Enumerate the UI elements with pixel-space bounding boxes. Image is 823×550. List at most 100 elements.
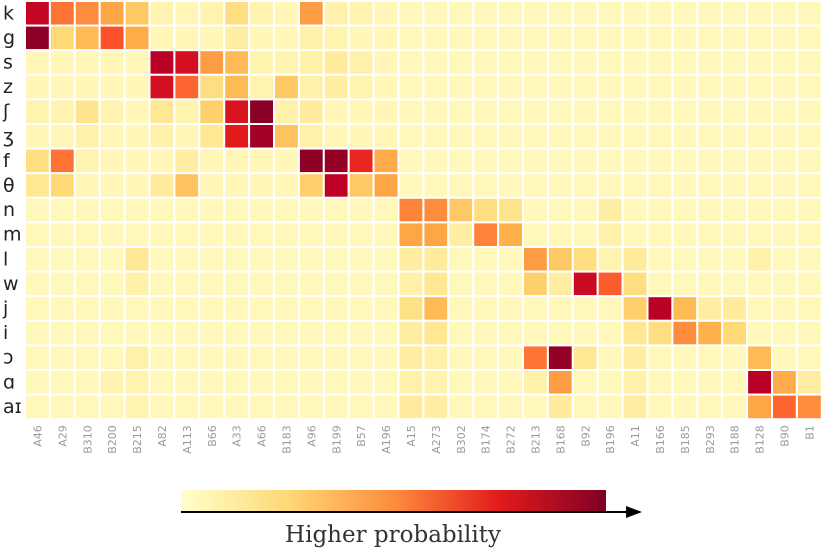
heatmap-cell-ɑ-B92	[571, 369, 599, 396]
heatmap-cell-g-B302	[447, 24, 475, 52]
heatmap-cell-ɔ-B272	[497, 344, 525, 371]
heatmap-cell-m-A273	[422, 221, 450, 248]
heatmap-cell-ɔ-B66	[198, 344, 226, 371]
heatmap-cell-ʃ-A33	[223, 98, 251, 126]
heatmap-cell-k-B272	[497, 0, 525, 27]
heatmap-cell-l-B168	[546, 246, 574, 273]
heatmap-cell-z-B90	[771, 73, 798, 101]
heatmap-cell-g-B183	[273, 24, 300, 52]
column-label-A196: A196	[380, 425, 393, 454]
heatmap-cell-j-B188	[721, 295, 749, 322]
colorbar-gradient	[181, 490, 606, 512]
heatmap-cell-g-B293	[696, 24, 724, 52]
heatmap-cell-z-B302	[447, 73, 475, 101]
heatmap-cell-g-B66	[198, 24, 226, 52]
heatmap-cell-z-B183	[273, 73, 300, 101]
heatmap-cell-ɑ-A113	[173, 369, 201, 396]
heatmap-cell-w-B183	[273, 270, 300, 298]
heatmap-cell-ʃ-A11	[621, 98, 649, 126]
heatmap-cell-aɪ-B57	[347, 393, 375, 421]
heatmap-cell-k-A15	[397, 0, 425, 27]
heatmap-cell-s-A82	[148, 49, 176, 76]
heatmap-cell-ʒ-B183	[273, 123, 300, 150]
heatmap-cell-f-A66	[248, 147, 276, 175]
row-label-ɑ: ɑ	[3, 371, 15, 393]
heatmap-cell-ɔ-B92	[571, 344, 599, 371]
row-label-θ: θ	[3, 175, 15, 197]
heatmap-cell-i-B168	[546, 319, 574, 347]
heatmap-cell-ʃ-A66	[248, 98, 276, 126]
heatmap-cell-n-B174	[472, 196, 500, 224]
heatmap-cell-ʃ-A273	[422, 98, 450, 126]
heatmap-cell-f-B199	[322, 147, 350, 175]
column-label-B310: B310	[81, 425, 94, 454]
heatmap-cell-ɑ-B200	[98, 369, 126, 396]
heatmap-cell-j-B293	[696, 295, 724, 322]
heatmap-cell-f-B196	[596, 147, 624, 175]
heatmap-cell-ʒ-B1	[795, 123, 823, 150]
heatmap-cell-f-B66	[198, 147, 226, 175]
heatmap-cell-m-B128	[746, 221, 773, 248]
heatmap-cell-j-B196	[596, 295, 624, 322]
heatmap-cell-ɑ-B57	[347, 369, 375, 396]
heatmap-cell-s-A29	[48, 49, 76, 76]
column-label-B302: B302	[455, 425, 468, 454]
heatmap-cell-ʒ-A11	[621, 123, 649, 150]
heatmap-cell-n-B1	[795, 196, 823, 224]
heatmap-cell-aɪ-B272	[497, 393, 525, 421]
heatmap-cell-n-B213	[522, 196, 549, 224]
heatmap-cell-l-A29	[48, 246, 76, 273]
heatmap-cell-n-B57	[347, 196, 375, 224]
heatmap-cell-i-B166	[646, 319, 674, 347]
heatmap-cell-θ-B293	[696, 172, 724, 199]
heatmap-cell-f-B174	[472, 147, 500, 175]
heatmap-cell-ʃ-B200	[98, 98, 126, 126]
heatmap-cell-z-A96	[297, 73, 325, 101]
heatmap-cell-g-B188	[721, 24, 749, 52]
heatmap-cell-l-B200	[98, 246, 126, 273]
column-label-A66: A66	[256, 425, 269, 447]
column-label-B185: B185	[679, 425, 692, 454]
heatmap-cell-n-B168	[546, 196, 574, 224]
column-label-B199: B199	[330, 425, 343, 454]
heatmap-cell-ʒ-B272	[497, 123, 525, 150]
heatmap-cell-m-A82	[148, 221, 176, 248]
heatmap-cell-m-B302	[447, 221, 475, 248]
heatmap-cell-ʒ-B196	[596, 123, 624, 150]
heatmap-cell-m-A113	[173, 221, 201, 248]
heatmap-cell-ʃ-B302	[447, 98, 475, 126]
heatmap-cell-j-A273	[422, 295, 450, 322]
heatmap-cell-θ-A11	[621, 172, 649, 199]
heatmap-cell-θ-A15	[397, 172, 425, 199]
heatmap-cell-w-B166	[646, 270, 674, 298]
heatmap-cell-s-B183	[273, 49, 300, 76]
heatmap-cell-l-B213	[522, 246, 549, 273]
heatmap-cell-w-B302	[447, 270, 475, 298]
heatmap-cell-f-B1	[795, 147, 823, 175]
heatmap-cell-w-A33	[223, 270, 251, 298]
heatmap-cell-m-B185	[671, 221, 699, 248]
heatmap-cell-l-B302	[447, 246, 475, 273]
heatmap-cell-ʒ-B90	[771, 123, 798, 150]
heatmap-cell-ʃ-B168	[546, 98, 574, 126]
heatmap-cell-aɪ-B188	[721, 393, 749, 421]
heatmap-cell-f-A196	[372, 147, 400, 175]
heatmap-cell-w-B293	[696, 270, 724, 298]
heatmap-cell-l-B185	[671, 246, 699, 273]
row-label-z: z	[3, 76, 13, 98]
heatmap-cell-ɑ-B90	[771, 369, 798, 396]
heatmap-cell-ʃ-A113	[173, 98, 201, 126]
column-label-A82: A82	[156, 425, 169, 447]
heatmap-cell-i-A196	[372, 319, 400, 347]
heatmap-cell-i-A66	[248, 319, 276, 347]
heatmap-cell-ɔ-A196	[372, 344, 400, 371]
heatmap-cell-ɑ-B215	[123, 369, 151, 396]
heatmap-cell-θ-B302	[447, 172, 475, 199]
heatmap-cell-w-B199	[322, 270, 350, 298]
heatmap-cell-l-A15	[397, 246, 425, 273]
heatmap-cell-f-A29	[48, 147, 76, 175]
heatmap-cell-ʒ-B188	[721, 123, 749, 150]
heatmap-cell-z-B215	[123, 73, 151, 101]
heatmap-cell-θ-B200	[98, 172, 126, 199]
heatmap-cell-i-B128	[746, 319, 773, 347]
